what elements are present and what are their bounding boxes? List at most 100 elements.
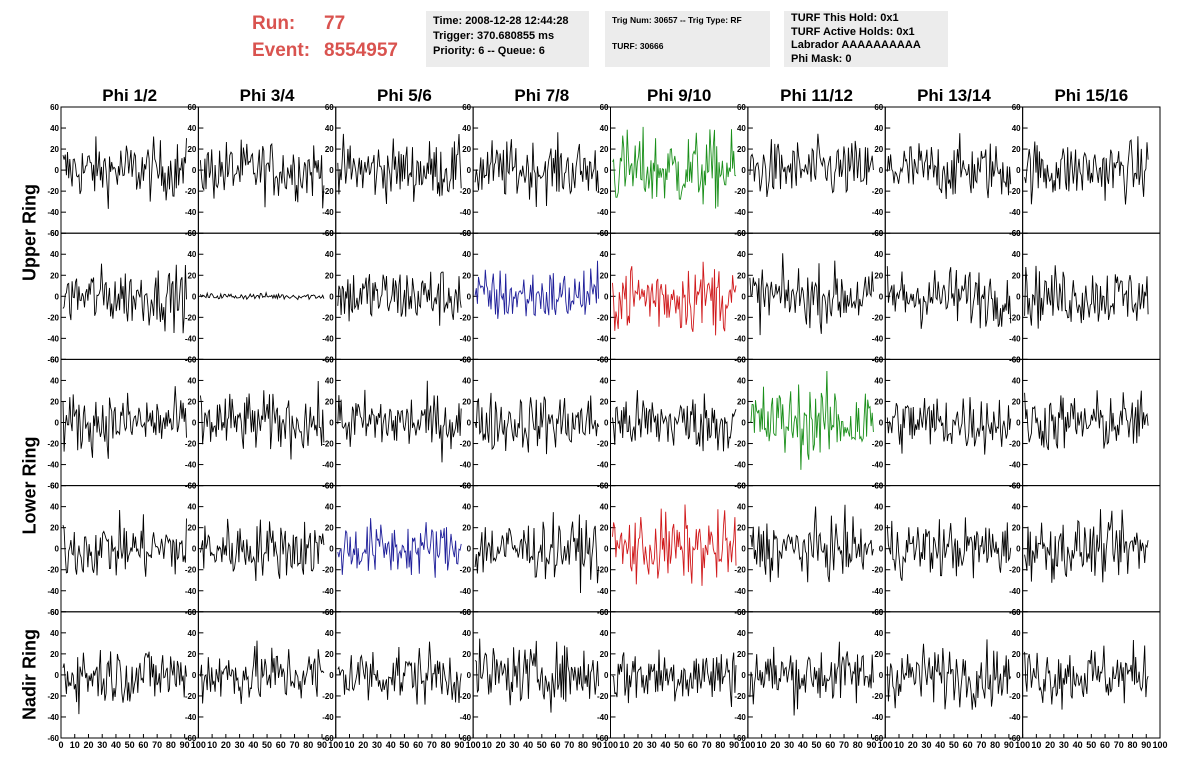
y-tick-label: -60 — [322, 229, 334, 238]
y-tick-label: -40 — [597, 334, 609, 343]
y-tick-label: 40 — [50, 376, 59, 385]
x-tick-label: 10 — [1031, 740, 1041, 750]
y-tick-label: -20 — [322, 692, 334, 701]
y-tick-label: -20 — [597, 440, 609, 449]
y-tick-label: -20 — [460, 440, 472, 449]
y-tick-label: 40 — [50, 503, 59, 512]
y-tick-label: 40 — [187, 124, 196, 133]
time-text: Time: 2008-12-28 12:44:28 — [433, 15, 569, 27]
x-tick-label: 40 — [523, 740, 533, 750]
y-tick-label: -20 — [185, 187, 197, 196]
y-tick-label: 0 — [604, 671, 609, 680]
x-tick-label: 30 — [921, 740, 931, 750]
column-header: Phi 5/6 — [377, 86, 432, 105]
y-tick-label: -40 — [872, 334, 884, 343]
x-tick-label: 100 — [878, 740, 893, 750]
y-tick-label: -40 — [47, 713, 59, 722]
y-tick-label: 40 — [187, 376, 196, 385]
x-tick-label: 60 — [551, 740, 561, 750]
y-tick-label: 40 — [1012, 124, 1021, 133]
x-tick-label: 10 — [70, 740, 80, 750]
x-tick-label: 60 — [825, 740, 835, 750]
waveform-trace — [62, 509, 187, 577]
y-tick-label: -20 — [322, 313, 334, 322]
trig-num-text: Trig Num: 30657 -- Trig Type: RF — [612, 15, 742, 25]
y-tick-label: -20 — [185, 440, 197, 449]
x-tick-label: 50 — [674, 740, 684, 750]
y-tick-label: 20 — [600, 145, 609, 154]
y-tick-label: 40 — [325, 250, 334, 259]
x-tick-label: 20 — [1045, 740, 1055, 750]
y-tick-label: 60 — [874, 482, 883, 491]
y-tick-label: 40 — [187, 250, 196, 259]
y-tick-label: 40 — [462, 124, 471, 133]
y-tick-label: -60 — [185, 608, 197, 617]
y-tick-label: -40 — [1009, 208, 1021, 217]
column-header: Phi 9/10 — [647, 86, 712, 105]
y-tick-label: 60 — [737, 482, 746, 491]
x-tick-label: 80 — [1128, 740, 1138, 750]
waveform-trace — [886, 517, 1012, 581]
y-tick-label: -60 — [47, 229, 59, 238]
y-tick-label: -40 — [734, 461, 746, 470]
y-tick-label: 0 — [329, 166, 334, 175]
y-tick-label: 20 — [737, 524, 746, 533]
y-tick-label: -40 — [185, 713, 197, 722]
y-tick-label: 0 — [467, 292, 472, 301]
y-tick-label: 20 — [325, 524, 334, 533]
x-tick-label: 10 — [344, 740, 354, 750]
y-tick-label: -20 — [47, 692, 59, 701]
y-tick-label: 0 — [467, 419, 472, 428]
panel-frame — [60, 485, 199, 613]
y-tick-label: 40 — [737, 124, 746, 133]
y-tick-label: 20 — [874, 271, 883, 280]
y-tick-label: 0 — [329, 419, 334, 428]
y-tick-label: -60 — [322, 734, 334, 743]
y-tick-label: 40 — [1012, 250, 1021, 259]
y-tick-label: 60 — [50, 103, 59, 112]
y-tick-label: 40 — [737, 503, 746, 512]
y-tick-label: 20 — [600, 524, 609, 533]
y-tick-label: 20 — [874, 397, 883, 406]
waveform-trace — [199, 518, 325, 582]
y-tick-label: -40 — [185, 208, 197, 217]
x-tick-label: 50 — [949, 740, 959, 750]
trigger-text: Trigger: 370.680855 ms — [433, 30, 555, 42]
y-tick-label: 0 — [741, 545, 746, 554]
waveform-trace — [749, 133, 874, 198]
y-tick-label: -60 — [734, 608, 746, 617]
y-tick-label: 60 — [1012, 103, 1021, 112]
x-tick-label: 50 — [262, 740, 272, 750]
run-number: 77 — [324, 13, 346, 34]
y-tick-label: 40 — [874, 124, 883, 133]
y-tick-label: 40 — [462, 376, 471, 385]
waveform-trace — [62, 649, 187, 715]
y-tick-label: 40 — [874, 503, 883, 512]
y-tick-label: 20 — [1012, 271, 1021, 280]
y-tick-label: 20 — [874, 650, 883, 659]
waveform-trace — [1024, 509, 1149, 583]
waveform-trace — [612, 649, 737, 708]
y-tick-label: -20 — [47, 187, 59, 196]
y-tick-label: -60 — [47, 482, 59, 491]
waveform-trace — [749, 370, 874, 470]
y-tick-label: 40 — [325, 503, 334, 512]
y-tick-label: -20 — [47, 440, 59, 449]
x-tick-label: 60 — [138, 740, 148, 750]
y-tick-label: 0 — [55, 292, 60, 301]
y-tick-label: 60 — [737, 608, 746, 617]
x-tick-label: 20 — [496, 740, 506, 750]
y-tick-label: 20 — [50, 650, 59, 659]
waveform-trace — [62, 136, 187, 209]
x-tick-label: 20 — [83, 740, 93, 750]
waveform-trace — [612, 504, 737, 586]
y-tick-label: 0 — [879, 166, 884, 175]
y-tick-label: -40 — [460, 461, 472, 470]
trig-info-box: Trig Num: 30657 -- Trig Type: RF TURF: 3… — [605, 11, 770, 67]
